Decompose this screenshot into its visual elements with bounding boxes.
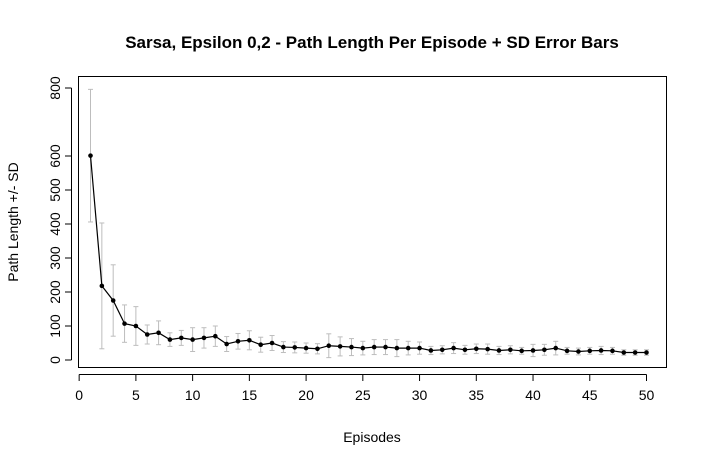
data-point — [371, 344, 377, 350]
data-point — [122, 321, 127, 326]
data-point — [451, 345, 456, 351]
data-point — [417, 345, 422, 351]
y-tick-label: 200 — [47, 280, 63, 304]
y-tick-label: 400 — [47, 212, 63, 236]
data-point — [542, 347, 547, 353]
y-axis: 0 100 200 300 400 500 600 800 — [47, 76, 72, 364]
y-tick-label: 0 — [47, 356, 63, 364]
data-point — [428, 348, 434, 353]
x-axis-label: Episodes — [343, 429, 401, 445]
data-point — [485, 346, 490, 352]
y-tick-label: 600 — [47, 144, 63, 168]
series-line — [89, 155, 647, 354]
x-axis: 0 5 10 15 20 25 30 35 40 45 50 — [75, 374, 655, 403]
x-tick-label: 35 — [469, 387, 485, 403]
data-point — [632, 350, 638, 355]
data-point — [281, 344, 286, 350]
y-tick-label: 800 — [47, 76, 63, 100]
x-tick-label: 0 — [75, 387, 83, 403]
data-point — [213, 333, 218, 339]
data-point — [178, 335, 184, 341]
data-point — [292, 345, 298, 350]
y-tick-label: 300 — [47, 246, 63, 270]
data-point — [88, 153, 93, 158]
data-point — [360, 345, 366, 351]
x-tick-label: 15 — [242, 387, 258, 403]
x-tick-label: 10 — [185, 387, 201, 403]
data-point — [405, 345, 411, 351]
data-point — [610, 348, 615, 354]
data-point — [144, 332, 150, 337]
data-point — [303, 345, 309, 351]
data-points — [88, 153, 649, 355]
data-point — [394, 345, 400, 351]
data-point — [337, 344, 343, 349]
data-point — [598, 348, 604, 353]
error-bars — [88, 88, 649, 359]
x-tick-label: 20 — [298, 387, 314, 403]
x-tick-label: 25 — [355, 387, 371, 403]
data-point — [508, 347, 513, 353]
data-point — [110, 298, 116, 303]
data-point — [269, 340, 275, 346]
data-point — [224, 341, 229, 347]
x-tick-label: 45 — [582, 387, 598, 403]
data-point — [576, 349, 581, 354]
data-point — [258, 342, 264, 348]
chart-title: Sarsa, Epsilon 0,2 - Path Length Per Epi… — [125, 33, 619, 52]
data-point — [133, 323, 139, 329]
data-point — [473, 346, 479, 352]
data-point — [644, 350, 649, 355]
y-tick-label: 500 — [47, 178, 63, 202]
data-point — [587, 348, 593, 354]
data-point — [553, 345, 559, 351]
x-tick-label: 30 — [412, 387, 428, 403]
data-point — [519, 348, 524, 354]
data-point — [235, 339, 241, 344]
data-point — [156, 330, 161, 336]
data-point — [439, 347, 445, 353]
data-point — [99, 283, 105, 289]
data-point — [190, 337, 195, 342]
plot-box — [78, 76, 667, 368]
data-point — [496, 348, 502, 353]
data-point — [247, 337, 252, 343]
data-point — [167, 337, 173, 342]
y-tick-label: 100 — [47, 314, 63, 338]
data-point — [383, 344, 388, 350]
y-axis-label: Path Length +/- SD — [5, 162, 21, 281]
data-point — [564, 348, 570, 354]
data-point — [621, 350, 627, 355]
data-point — [315, 346, 320, 352]
x-tick-label: 50 — [639, 387, 655, 403]
data-point — [530, 348, 536, 353]
x-tick-label: 5 — [132, 387, 140, 403]
data-point — [349, 344, 354, 350]
data-point — [326, 343, 332, 349]
data-point — [462, 347, 468, 353]
x-tick-label: 40 — [525, 387, 541, 403]
data-point — [201, 335, 207, 341]
